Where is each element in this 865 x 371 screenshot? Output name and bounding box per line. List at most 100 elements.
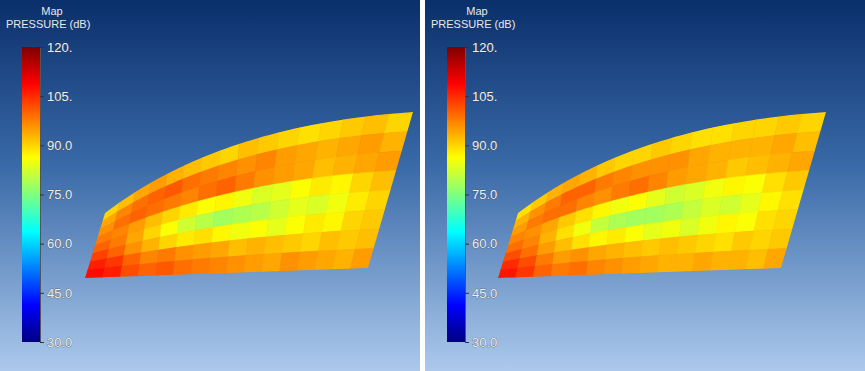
cell [156, 261, 175, 275]
cell [248, 219, 268, 238]
colorbar-tick: 90.0 [465, 138, 497, 153]
cell [773, 210, 798, 230]
heatmap [498, 112, 826, 278]
cell [675, 253, 695, 272]
colorbar-axis: 30.0 45.0 60.0 75.0 90.0 105. 120. [465, 40, 497, 350]
cell [379, 132, 407, 153]
cell [365, 190, 391, 211]
cell [589, 230, 608, 247]
colorbar-tick: 45.0 [465, 285, 497, 300]
cell [700, 197, 722, 217]
cell [244, 254, 264, 272]
colorbar-tick-label: 120. [472, 40, 497, 55]
cell [103, 266, 123, 277]
colorbar-axis: 30.0 45.0 60.0 75.0 90.0 105. 120. [40, 40, 72, 350]
panel: 30.0 45.0 60.0 75.0 90.0 105. 120. MapPRESSURE … [0, 0, 420, 371]
colorbar-tick: 30.0 [40, 335, 72, 350]
colorbar-tick: 75.0 [465, 187, 497, 202]
colorbar-tick-mark [40, 145, 44, 146]
colorbar-tick: 60.0 [465, 236, 497, 251]
colorbar-tick-mark [40, 195, 44, 196]
cell [280, 252, 301, 271]
colorbar-tick-mark [465, 145, 469, 146]
cell [176, 230, 195, 247]
colorbar-tick: 75.0 [40, 187, 72, 202]
cell [659, 237, 679, 256]
cell [570, 247, 589, 262]
cell [788, 151, 815, 172]
colorbar-tick-label: 30.0 [472, 335, 497, 350]
cell [551, 263, 570, 276]
cell [533, 264, 552, 276]
figure: 30.045.060.075.090.0105.120.MapPRESSURE … [0, 0, 865, 371]
cell [684, 181, 706, 202]
cell [661, 219, 681, 238]
cell [375, 151, 402, 172]
cell [285, 215, 307, 235]
cell [703, 178, 726, 199]
colorbar-tick-mark [465, 195, 469, 196]
colorbar-tick-label: 75.0 [472, 187, 497, 202]
heatmap [85, 112, 413, 278]
cell [173, 260, 192, 275]
cell [138, 263, 157, 276]
cell [516, 266, 536, 277]
cell [623, 241, 642, 259]
cell [264, 235, 285, 254]
panel: 30.045.060.075.090.0105.120.MapPRESSURE … [425, 0, 865, 371]
cell [695, 234, 716, 253]
cell [268, 199, 289, 219]
cell [498, 268, 518, 278]
colorbar-tick: 120. [40, 40, 72, 55]
cell [693, 252, 714, 271]
colorbar-tick-mark [40, 96, 44, 97]
cell [230, 222, 250, 241]
colorbar-tick-mark [465, 342, 469, 343]
cell [227, 256, 247, 273]
colorbar-tick-label: 75.0 [47, 187, 72, 202]
cell [287, 197, 309, 217]
cell [797, 112, 826, 133]
cell [535, 253, 554, 266]
cell [625, 225, 645, 243]
cell [250, 202, 271, 222]
cell [282, 234, 303, 253]
colorbar-tick: 45.0 [40, 285, 72, 300]
colorbar-tick-mark [40, 293, 44, 294]
colorbar-tick-label: 30.0 [47, 335, 72, 350]
cell [586, 260, 605, 275]
cell [175, 245, 194, 261]
colorbar-tick: 105. [40, 89, 72, 104]
cell [350, 249, 373, 269]
cell [643, 222, 663, 241]
colorbar-tick-label: 45.0 [47, 285, 72, 300]
cell [681, 199, 702, 219]
cell [588, 245, 607, 261]
cell [85, 268, 105, 278]
cell [644, 205, 664, 224]
cell [705, 160, 728, 181]
colorbar-tick-mark [465, 244, 469, 245]
colorbar-tick-label: 60.0 [472, 236, 497, 251]
colorbar-tick: 105. [465, 89, 497, 104]
colorbar-tick: 90.0 [40, 138, 72, 153]
colorbar-axis-line [466, 48, 470, 343]
subtitle: PRESSURE (dB) [431, 18, 515, 30]
colorbar-tick-label: 90.0 [47, 138, 72, 153]
cell [657, 254, 677, 272]
title: Map [41, 5, 62, 17]
cell [191, 258, 210, 274]
cell [228, 239, 248, 257]
cell [262, 253, 282, 272]
cell [209, 257, 228, 274]
colorbar-tick-mark [40, 342, 44, 343]
cell [122, 253, 141, 266]
colorbar-tick-label: 60.0 [47, 236, 72, 251]
subtitle: PRESSURE (dB) [6, 18, 90, 30]
cell [194, 227, 213, 245]
colorbar-tick-mark [40, 47, 44, 48]
colorbar-tick: 120. [465, 40, 497, 55]
background [0, 0, 420, 371]
cell [607, 227, 626, 245]
cell [606, 243, 625, 260]
